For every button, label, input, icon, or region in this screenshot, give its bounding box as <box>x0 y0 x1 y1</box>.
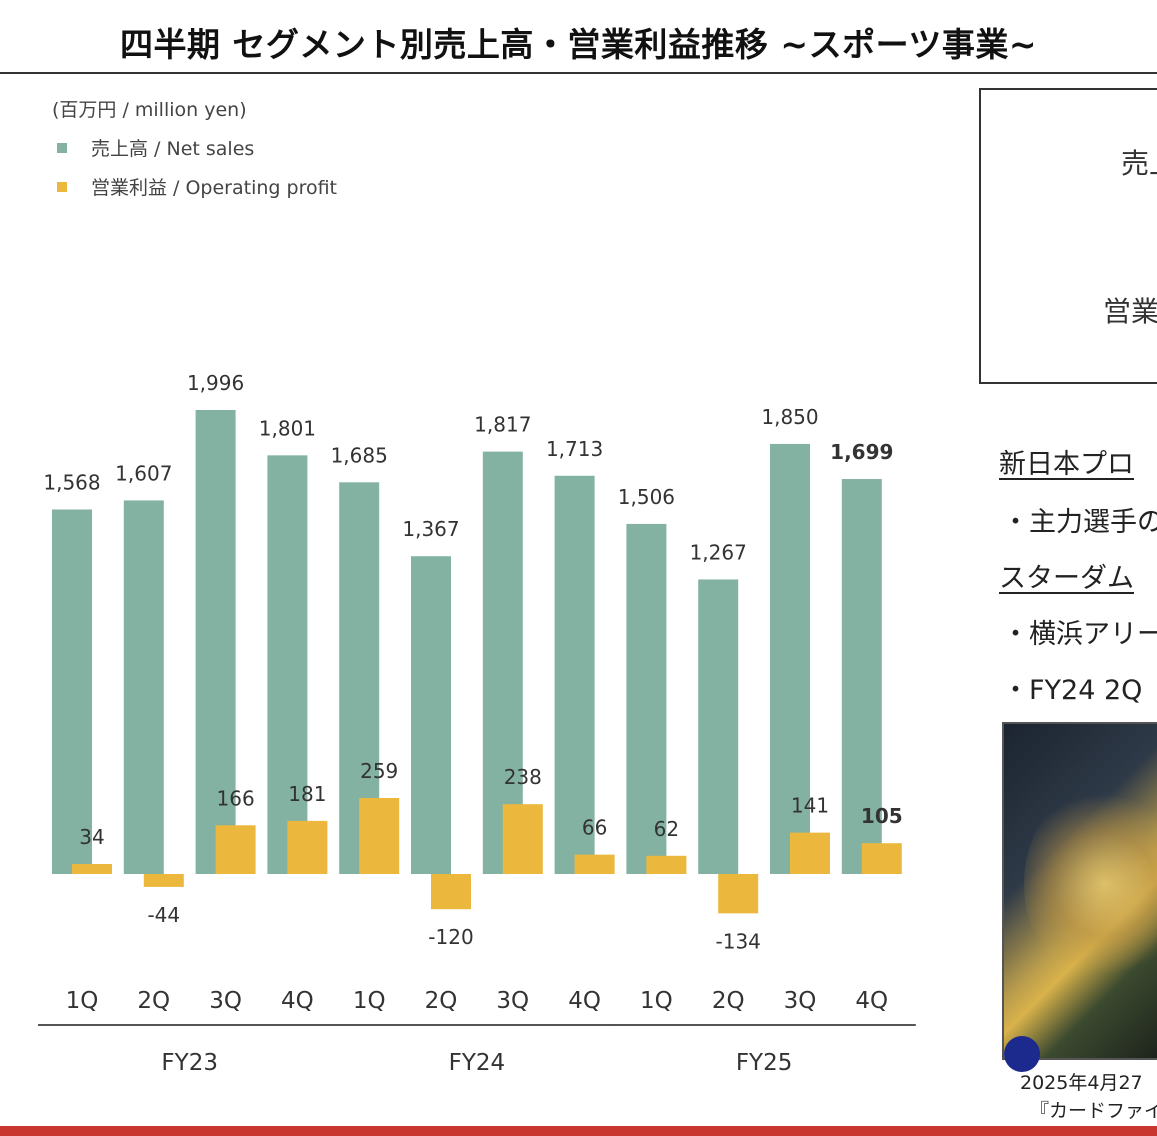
quarter-label-5: 1Q <box>353 988 386 1014</box>
summary-box-line-2: 営業 <box>1103 295 1157 328</box>
operating-profit-label-8: 66 <box>582 816 607 840</box>
legend-item-net-sales: 売上高 / Net sales <box>57 134 254 161</box>
net-sales-bar-4 <box>267 455 308 874</box>
net-sales-label-5: 1,685 <box>331 443 388 467</box>
quarter-label-10: 2Q <box>712 988 745 1014</box>
bar-chart: 1,568 34 1Q 1,607 -44 2Q 1,996 166 3Q 1,801 181 4Q 1… <box>38 371 916 1076</box>
operating-profit-bar-2 <box>143 874 184 887</box>
net-sales-bar-6 <box>411 556 451 874</box>
operating-profit-label-12: 105 <box>861 804 903 828</box>
side-bullet-1: ・主力選手の <box>1002 507 1157 538</box>
quarter-label-2: 2Q <box>137 988 170 1014</box>
photo-marker-dot <box>1004 1036 1040 1072</box>
net-sales-label-3: 1,996 <box>187 371 244 395</box>
net-sales-bar-3 <box>195 410 236 874</box>
net-sales-label-8: 1,713 <box>546 437 603 461</box>
photo-caption-date: 2025年4月27 <box>1020 1072 1143 1094</box>
operating-profit-bar-6 <box>431 874 471 910</box>
quarter-label-3: 3Q <box>209 988 242 1014</box>
summary-box: 売上 営業 <box>979 88 1157 384</box>
net-sales-label-11: 1,850 <box>761 405 818 429</box>
unit-label: (百万円 / million yen) <box>52 99 247 121</box>
operating-profit-label-10: -134 <box>716 929 761 953</box>
operating-profit-bar-12 <box>861 843 902 874</box>
operating-profit-bar-4 <box>287 820 328 874</box>
side-heading-stardom: スターダム <box>999 563 1134 594</box>
operating-profit-label-3: 166 <box>217 786 255 810</box>
net-sales-label-1: 1,568 <box>43 470 100 494</box>
side-bullet-2: ・横浜アリー <box>1002 619 1157 650</box>
page-title: 四半期 セグメント別売上高・営業利益推移 ~スポーツ事業~ <box>119 25 1038 64</box>
side-bullet-3: ・FY24 2Q <box>1002 675 1143 706</box>
quarter-label-7: 3Q <box>496 988 529 1014</box>
net-sales-bar-9 <box>626 523 667 874</box>
quarter-label-8: 4Q <box>568 988 601 1014</box>
net-sales-label-7: 1,817 <box>474 413 531 437</box>
fiscal-year-label-2: FY24 <box>449 1050 506 1076</box>
legend-swatch-net-sales <box>57 142 67 153</box>
photo-caption-title: 『カードファイ <box>1030 1100 1157 1122</box>
operating-profit-bar-9 <box>646 855 687 874</box>
net-sales-label-10: 1,267 <box>690 540 747 564</box>
operating-profit-label-5: 259 <box>360 759 398 783</box>
net-sales-bar-2 <box>123 500 164 874</box>
net-sales-label-4: 1,801 <box>259 416 316 440</box>
operating-profit-bar-10 <box>718 874 759 914</box>
net-sales-label-6: 1,367 <box>402 517 459 541</box>
photo-highlight <box>1024 784 1157 984</box>
footer-bar <box>0 1126 1157 1136</box>
operating-profit-label-4: 181 <box>288 782 326 806</box>
operating-profit-label-7: 238 <box>504 765 542 789</box>
net-sales-bar-11 <box>770 443 810 874</box>
legend-swatch-operating-profit <box>57 181 67 192</box>
legend-label-operating-profit: 営業利益 / Operating profit <box>91 177 338 199</box>
side-heading-njpw: 新日本プロ <box>999 449 1134 480</box>
operating-profit-label-1: 34 <box>79 825 104 849</box>
net-sales-bar-1 <box>52 509 92 874</box>
quarter-label-12: 4Q <box>855 988 888 1014</box>
operating-profit-bar-8 <box>574 854 615 874</box>
operating-profit-bar-11 <box>790 832 830 874</box>
fiscal-year-label-1: FY23 <box>161 1050 218 1076</box>
net-sales-bar-8 <box>554 475 595 874</box>
net-sales-label-12: 1,699 <box>830 440 893 464</box>
operating-profit-bar-7 <box>502 804 543 874</box>
title-divider <box>0 72 1157 74</box>
fiscal-year-label-3: FY25 <box>736 1050 793 1076</box>
quarter-label-1: 1Q <box>66 988 99 1014</box>
summary-box-line-1: 売上 <box>1121 147 1157 180</box>
quarter-label-6: 2Q <box>425 988 458 1014</box>
net-sales-label-9: 1,506 <box>618 485 675 509</box>
operating-profit-label-9: 62 <box>654 817 679 841</box>
quarter-label-11: 3Q <box>784 988 817 1014</box>
operating-profit-label-11: 141 <box>791 794 829 818</box>
net-sales-bar-12 <box>841 479 882 874</box>
quarter-label-9: 1Q <box>640 988 673 1014</box>
operating-profit-bar-3 <box>215 825 256 874</box>
operating-profit-bar-5 <box>359 798 400 874</box>
legend-item-operating-profit: 営業利益 / Operating profit <box>57 173 337 200</box>
net-sales-bar-10 <box>698 579 739 874</box>
net-sales-label-2: 1,607 <box>115 461 172 485</box>
operating-profit-bar-1 <box>72 864 112 874</box>
legend-label-net-sales: 売上高 / Net sales <box>91 138 255 160</box>
operating-profit-label-2: -44 <box>147 903 180 927</box>
operating-profit-label-6: -120 <box>428 925 473 949</box>
quarter-label-4: 4Q <box>281 988 314 1014</box>
net-sales-bar-7 <box>482 451 523 874</box>
event-photo <box>1002 722 1157 1060</box>
